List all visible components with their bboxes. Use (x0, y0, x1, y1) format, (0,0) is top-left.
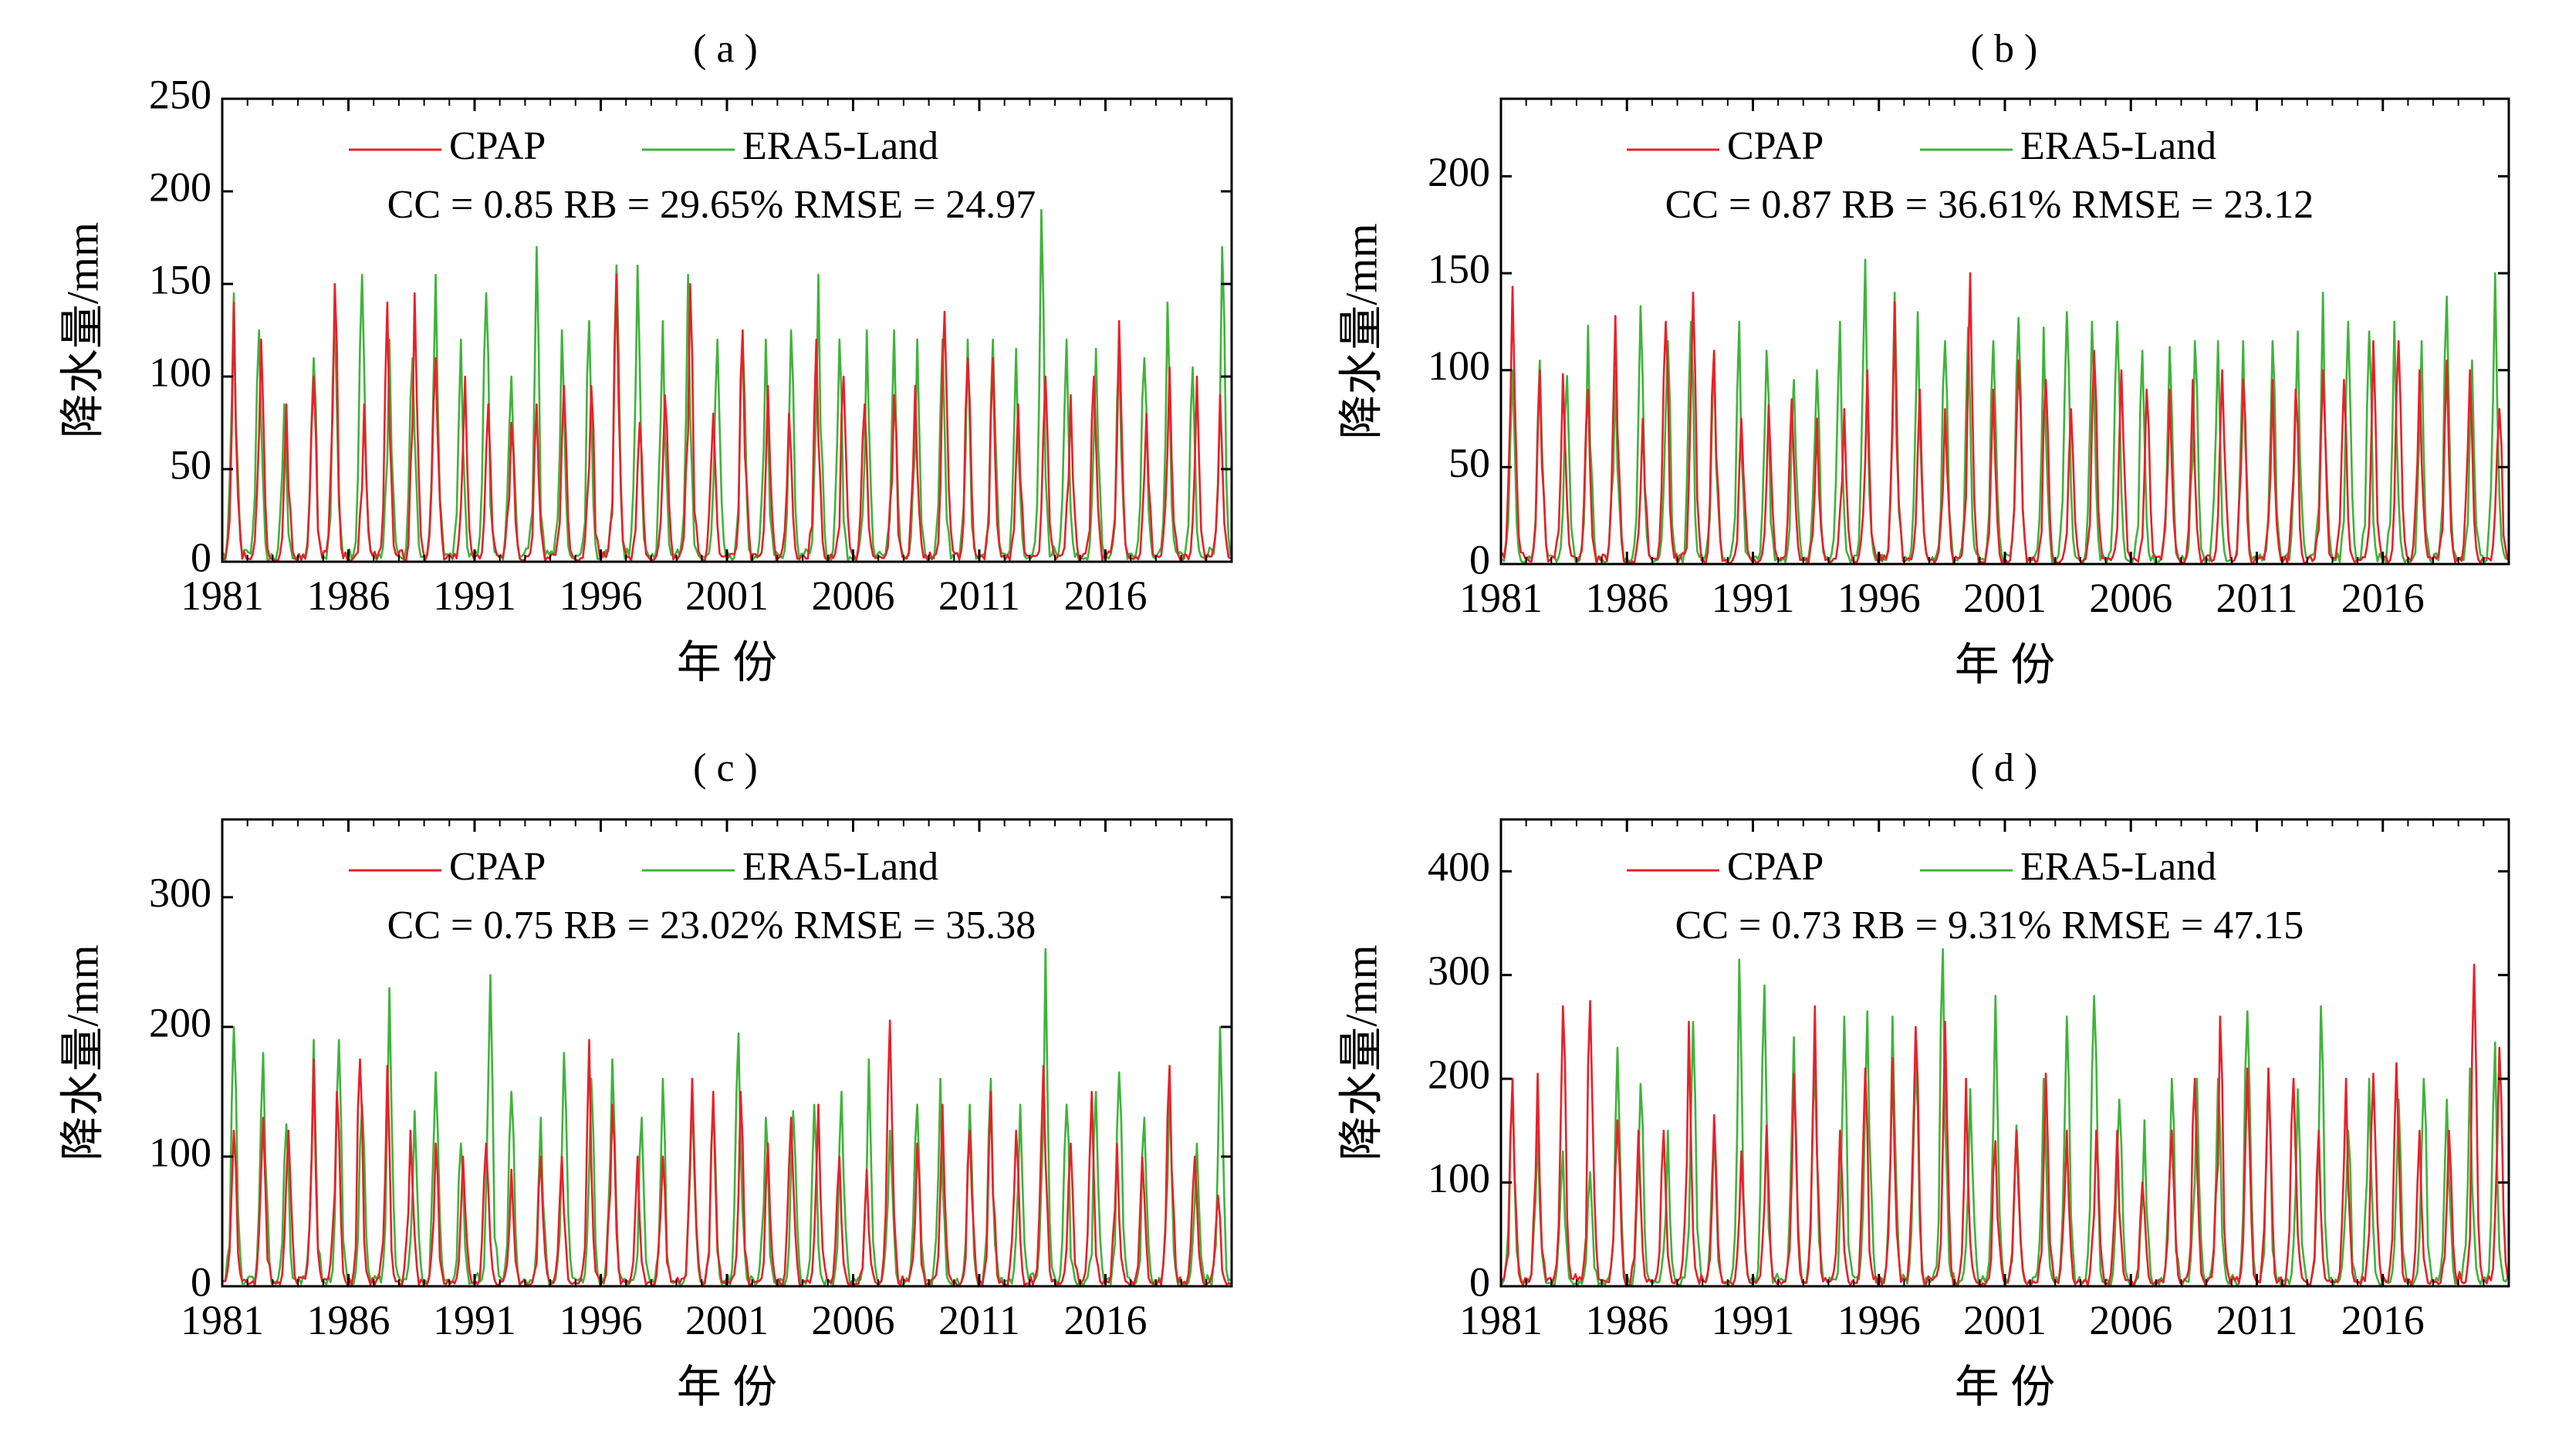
x-tick-label: 2011 (938, 1297, 1020, 1343)
x-tick-label: 1981 (1459, 1297, 1543, 1343)
y-axis-label: 降水量/mm (1336, 223, 1386, 439)
y-tick-label: 0 (1469, 536, 1490, 583)
x-tick-label: 1981 (181, 573, 264, 619)
stats-annotation: CC = 0.85 RB = 29.65% RMSE = 24.97 (387, 183, 1036, 227)
x-tick-label: 2006 (812, 1297, 895, 1343)
x-tick-label: 1986 (307, 1297, 390, 1343)
x-tick-label: 1986 (1585, 1297, 1668, 1343)
x-tick-label: 1996 (1837, 575, 1921, 621)
stats-annotation: CC = 0.87 RB = 36.61% RMSE = 23.12 (1665, 183, 2314, 227)
x-tick-label: 1981 (1459, 575, 1543, 621)
series-line-cpap (1501, 963, 2509, 1287)
y-tick-label: 0 (191, 1258, 211, 1305)
y-axis-label: 降水量/mm (57, 222, 107, 438)
x-tick-label: 2006 (2089, 1297, 2172, 1343)
x-tick-label: 2011 (2216, 575, 2298, 621)
stats-annotation: CC = 0.75 RB = 23.02% RMSE = 35.38 (387, 904, 1036, 948)
series-line-era5 (1501, 948, 2509, 1287)
panel-label: ( a ) (693, 27, 758, 71)
y-tick-label: 200 (1428, 149, 1490, 195)
x-tick-label: 2001 (685, 573, 769, 619)
x-axis-label: 年 份 (1955, 640, 2056, 690)
x-tick-label: 1981 (181, 1297, 264, 1343)
x-tick-label: 1991 (433, 573, 516, 619)
chart-panel-a: ( a ) 0 50 100 150 200 250 1981 1986 1991 1996 2001… (57, 27, 1233, 687)
stats-annotation: CC = 0.73 RB = 9.31% RMSE = 47.15 (1675, 904, 2304, 948)
y-tick-label: 50 (170, 441, 211, 488)
plot-frame (221, 818, 1233, 1288)
x-tick-label: 2011 (2216, 1297, 2298, 1343)
series-line-cpap (222, 273, 1232, 562)
x-tick-label: 1996 (559, 1297, 643, 1343)
plot-frame (1499, 97, 2510, 566)
series-line-cpap (1501, 272, 2509, 565)
x-tick-label: 1991 (1712, 1297, 1795, 1343)
x-tick-label: 1991 (1712, 575, 1795, 621)
chart-panel-c: ( c ) 0 100 200 300 1981 1986 1991 1996 2001 2006 2… (57, 746, 1233, 1412)
plot-frame (221, 97, 1233, 563)
legend-label-era5: ERA5-Land (742, 845, 938, 889)
series-line-cpap (223, 1019, 1231, 1287)
x-tick-label: 2006 (812, 573, 895, 619)
plot-frame (1499, 818, 2510, 1288)
y-axis-label: 降水量/mm (1336, 944, 1386, 1160)
x-tick-label: 2016 (2341, 575, 2425, 621)
x-axis-label: 年 份 (677, 637, 778, 687)
legend-label-cpap: CPAP (1727, 124, 1824, 168)
y-tick-label: 100 (1428, 1155, 1490, 1201)
x-tick-label: 1996 (559, 573, 643, 619)
x-tick-label: 2016 (2341, 1297, 2425, 1343)
y-tick-label: 300 (149, 870, 211, 916)
x-tick-label: 2016 (1064, 1297, 1148, 1343)
legend-label-era5: ERA5-Land (2020, 845, 2216, 889)
legend-label-era5: ERA5-Land (742, 124, 938, 168)
y-tick-label: 300 (1428, 948, 1490, 994)
x-tick-label: 1991 (433, 1297, 516, 1343)
y-tick-label: 200 (1428, 1052, 1490, 1098)
y-tick-label: 0 (1469, 1258, 1490, 1305)
y-tick-label: 150 (149, 256, 211, 302)
legend-label-era5: ERA5-Land (2020, 124, 2216, 168)
series-line-era5 (1501, 258, 2509, 564)
y-tick-label: 200 (149, 999, 211, 1046)
x-tick-label: 2016 (1064, 573, 1148, 619)
x-tick-label: 2001 (685, 1297, 769, 1343)
x-tick-label: 1986 (1585, 575, 1668, 621)
legend-label-cpap: CPAP (449, 845, 546, 889)
x-tick-label: 2006 (2089, 575, 2172, 621)
y-tick-label: 50 (1448, 440, 1490, 486)
series-line-era5 (222, 948, 1232, 1287)
panel-label: ( c ) (693, 746, 758, 790)
panel-label: ( b ) (1971, 27, 2038, 71)
y-tick-label: 250 (149, 71, 211, 117)
y-tick-label: 100 (149, 349, 211, 395)
panel-label: ( d ) (1971, 746, 2038, 790)
chart-panel-d: ( d ) 0 100 200 300 400 1981 1986 1991 1996 2001 20… (1336, 746, 2510, 1412)
legend-label-cpap: CPAP (1727, 845, 1824, 889)
y-axis-label: 降水量/mm (57, 944, 107, 1160)
y-tick-label: 150 (1428, 246, 1490, 292)
y-tick-label: 0 (191, 534, 211, 580)
x-axis-label: 年 份 (677, 1362, 778, 1412)
y-tick-label: 100 (149, 1129, 211, 1175)
y-tick-label: 200 (149, 164, 211, 210)
y-tick-label: 400 (1428, 844, 1490, 890)
legend-label-cpap: CPAP (449, 124, 546, 168)
x-axis-label: 年 份 (1955, 1362, 2056, 1412)
x-tick-label: 2011 (938, 573, 1020, 619)
x-tick-label: 1986 (307, 573, 390, 619)
x-tick-label: 2001 (1963, 1297, 2047, 1343)
y-tick-label: 100 (1428, 343, 1490, 389)
x-tick-label: 1996 (1837, 1297, 1921, 1343)
series-line-era5 (222, 208, 1232, 562)
x-tick-label: 2001 (1963, 575, 2047, 621)
chart-panel-b: ( b ) 0 50 100 150 200 1981 1986 1991 1996 2001 200… (1336, 27, 2510, 690)
